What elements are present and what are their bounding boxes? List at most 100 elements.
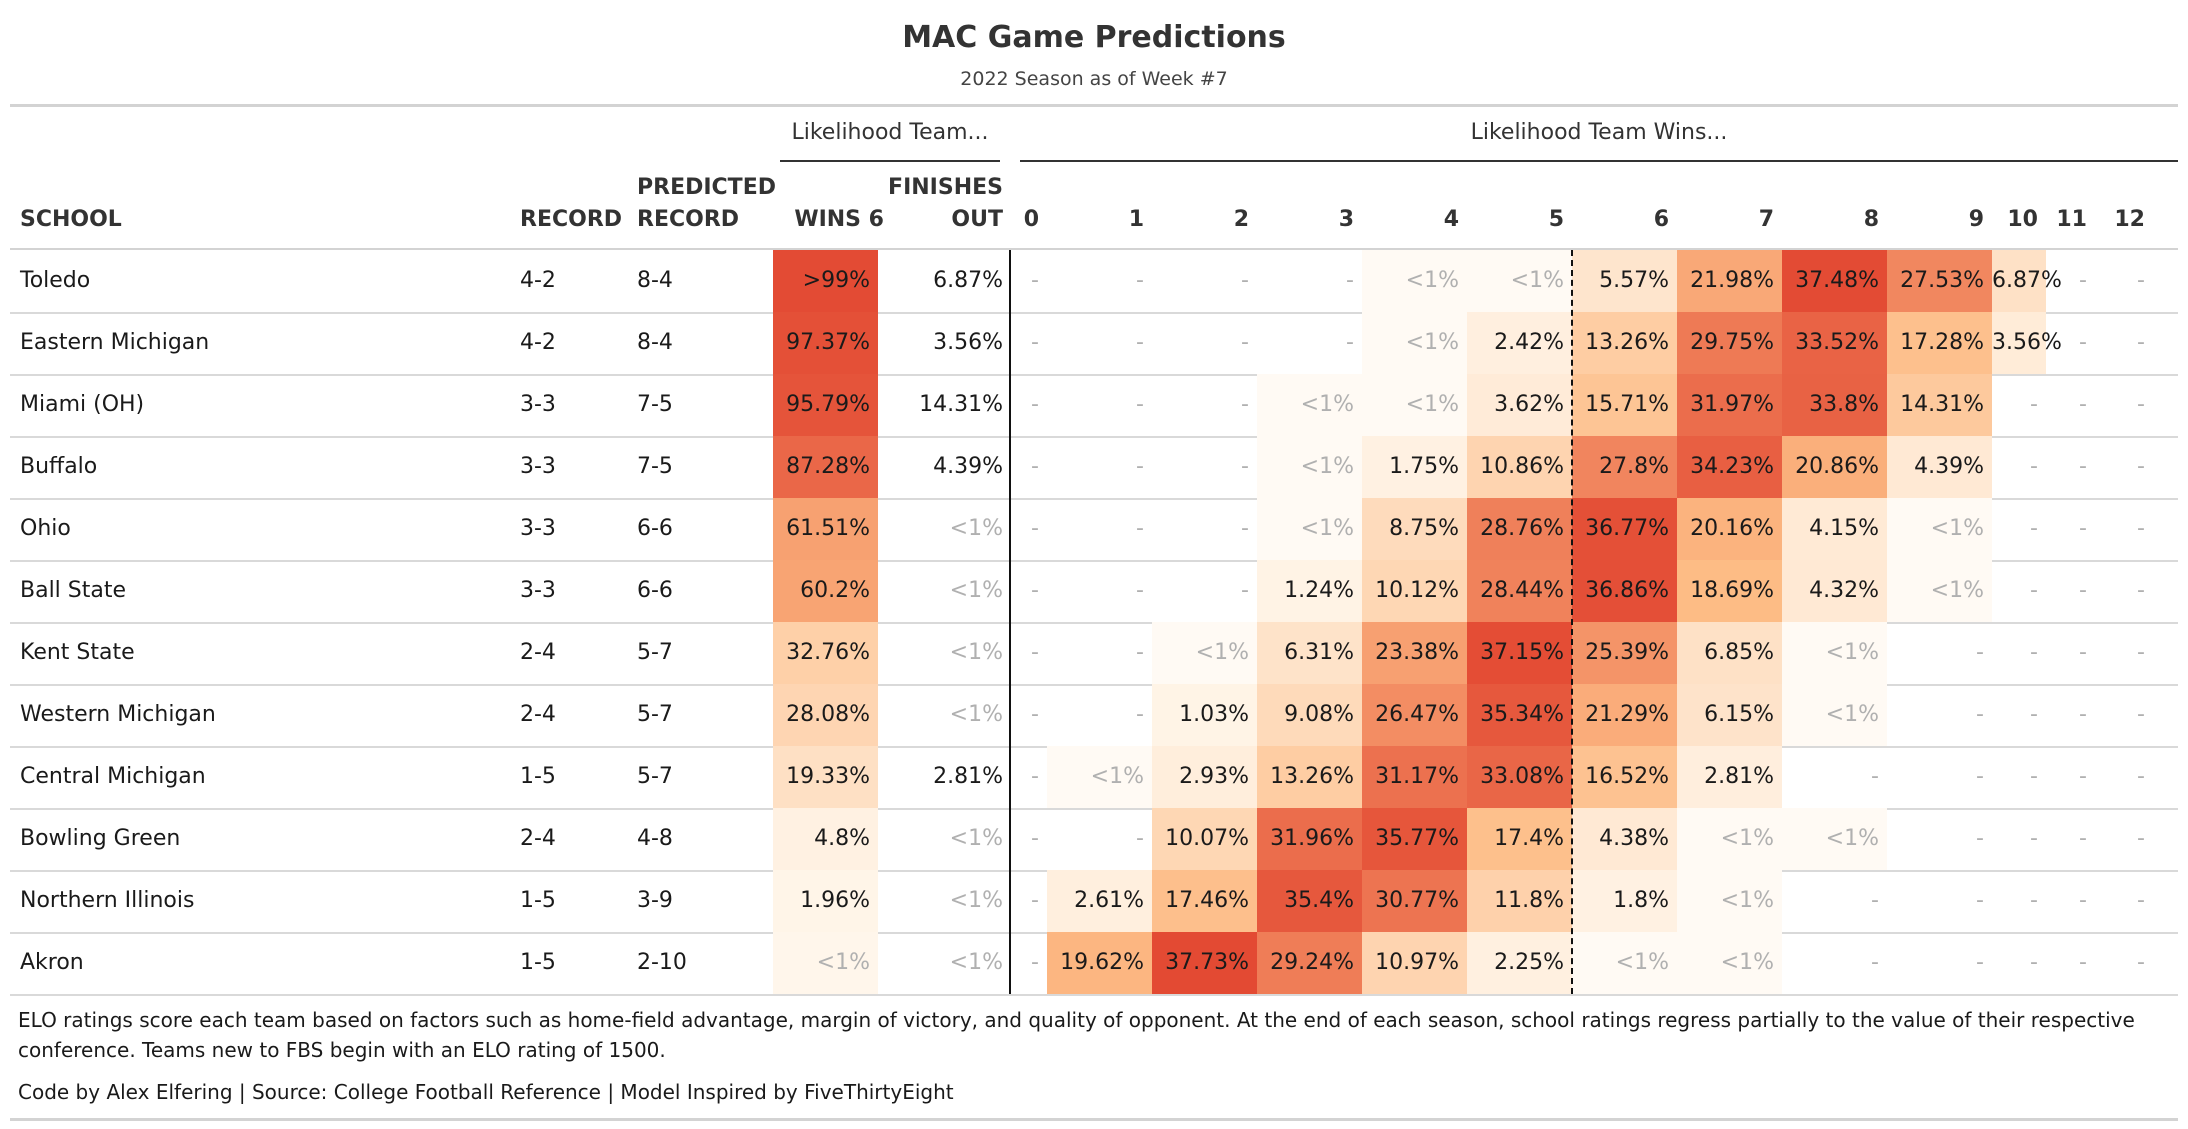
wins-dist-cell-5: 3.62% bbox=[1467, 374, 1572, 436]
top-rule bbox=[10, 104, 2178, 107]
wins-dist-cell-0: - bbox=[1031, 392, 1039, 417]
wins-dist-cell-8: <1% bbox=[1782, 622, 1887, 684]
wins-dist-cell-6: 25.39% bbox=[1572, 622, 1677, 684]
school-name: Ohio bbox=[20, 516, 71, 541]
table-row: Northern Illinois 1-5 3-9 1.96% <1% -2.61% 17.… bbox=[10, 870, 2178, 934]
wins-dist-cell-9: - bbox=[1976, 702, 1984, 727]
wins-dist-cell-3: 35.4% bbox=[1257, 870, 1362, 932]
predicted-record: 5-7 bbox=[637, 702, 673, 727]
wins-dist-cell-5: 11.8% bbox=[1467, 870, 1572, 932]
finishes-out-cell: 6.87% bbox=[933, 268, 1003, 293]
wins-dist-cell-2: - bbox=[1241, 392, 1249, 417]
header-predicted-record-line: PREDICTED bbox=[637, 175, 776, 200]
wins-dist-cell-0: - bbox=[1031, 888, 1039, 913]
wins-dist-cell-10: - bbox=[2030, 764, 2038, 789]
wins-dist-cell-7: <1% bbox=[1677, 932, 1782, 994]
header-wins-5: 5 bbox=[1548, 207, 1564, 232]
wins-dist-cell-10: - bbox=[2030, 578, 2038, 603]
wins-dist-cell-12: - bbox=[2137, 888, 2145, 913]
wins-6-cell: 95.79% bbox=[773, 374, 878, 436]
wins-dist-cell-0: - bbox=[1031, 950, 1039, 975]
wins-dist-cell-6: 36.77% bbox=[1572, 498, 1677, 560]
header-school: SCHOOL bbox=[20, 204, 340, 236]
wins-dist-cell-5: 2.42% bbox=[1467, 312, 1572, 374]
header-wins-2: 2 bbox=[1233, 207, 1249, 232]
wins-dist-cell-0: - bbox=[1031, 764, 1039, 789]
wins-dist-cell-7: 2.81% bbox=[1677, 746, 1782, 808]
finishes-out-cell: <1% bbox=[949, 950, 1003, 975]
wins-dist-cell-0: - bbox=[1031, 640, 1039, 665]
predicted-record: 7-5 bbox=[637, 392, 673, 417]
predicted-record: 4-8 bbox=[637, 826, 673, 851]
wins-dist-cell-8: 4.15% bbox=[1782, 498, 1887, 560]
wins-dist-cell-8: 33.52% bbox=[1782, 312, 1887, 374]
header-rule bbox=[10, 248, 2178, 250]
record: 3-3 bbox=[520, 392, 556, 417]
wins-dist-cell-9: - bbox=[1976, 640, 1984, 665]
header-wins-7: 7 bbox=[1758, 207, 1774, 232]
wins-dist-cell-10: - bbox=[2030, 950, 2038, 975]
chart-subtitle: 2022 Season as of Week #7 bbox=[960, 68, 1228, 90]
wins-dist-cell-10: - bbox=[2030, 454, 2038, 479]
wins-dist-cell-10: - bbox=[2030, 826, 2038, 851]
wins-dist-cell-6: 36.86% bbox=[1572, 560, 1677, 622]
wins-dist-cell-1: - bbox=[1136, 702, 1144, 727]
wins-dist-cell-3: 29.24% bbox=[1257, 932, 1362, 994]
finishes-out-cell: <1% bbox=[949, 578, 1003, 603]
wins-dist-cell-3: 31.96% bbox=[1257, 808, 1362, 870]
table-row: Eastern Michigan 4-2 8-4 97.37% 3.56% - - - - <1%… bbox=[10, 312, 2178, 376]
wins-dist-cell-4: 31.17% bbox=[1362, 746, 1467, 808]
wins-dist-cell-12: - bbox=[2137, 640, 2145, 665]
footnote: ELO ratings score each team based on fac… bbox=[18, 1008, 2135, 1062]
header-predicted-record-line: RECORD bbox=[637, 207, 740, 232]
predicted-record: 8-4 bbox=[637, 268, 673, 293]
school-name: Toledo bbox=[20, 268, 91, 293]
wins-dist-cell-2: - bbox=[1241, 516, 1249, 541]
wins-dist-cell-10: - bbox=[2030, 640, 2038, 665]
spanner-line-wins bbox=[1020, 160, 2178, 162]
record: 2-4 bbox=[520, 826, 556, 851]
record: 2-4 bbox=[520, 702, 556, 727]
wins-dist-cell-1: - bbox=[1136, 516, 1144, 541]
wins-dist-cell-8: 37.48% bbox=[1782, 250, 1887, 312]
predicted-record: 6-6 bbox=[637, 516, 673, 541]
wins-dist-cell-8: <1% bbox=[1782, 684, 1887, 746]
wins-dist-cell-2: 37.73% bbox=[1152, 932, 1257, 994]
wins-dist-cell-2: 1.03% bbox=[1152, 684, 1257, 746]
header-predicted-record: PREDICTED RECORD bbox=[637, 172, 777, 236]
wins-dist-cell-12: - bbox=[2137, 454, 2145, 479]
wins-dist-cell-10: - bbox=[2030, 702, 2038, 727]
wins-dist-cell-8: - bbox=[1871, 888, 1879, 913]
wins-dist-cell-7: 21.98% bbox=[1677, 250, 1782, 312]
wins-dist-cell-5: 10.86% bbox=[1467, 436, 1572, 498]
wins-dist-cell-1: - bbox=[1136, 454, 1144, 479]
wins-dist-cell-3: 9.08% bbox=[1257, 684, 1362, 746]
finishes-out-cell: 3.56% bbox=[933, 330, 1003, 355]
wins-dist-cell-7: 6.15% bbox=[1677, 684, 1782, 746]
school-name: Western Michigan bbox=[20, 702, 216, 727]
record: 3-3 bbox=[520, 454, 556, 479]
predicted-record: 5-7 bbox=[637, 640, 673, 665]
wins-dist-cell-9: 27.53% bbox=[1887, 250, 1992, 312]
header-wins-8: 8 bbox=[1863, 207, 1879, 232]
wins-dist-cell-5: 35.34% bbox=[1467, 684, 1572, 746]
header-finishes-out: FINISHES OUT bbox=[888, 172, 1003, 236]
wins-dist-cell-2: - bbox=[1241, 578, 1249, 603]
wins-dist-cell-1: - bbox=[1136, 578, 1144, 603]
wins-dist-cell-6: 15.71% bbox=[1572, 374, 1677, 436]
wins-dist-cell-2: - bbox=[1241, 454, 1249, 479]
wins-dist-cell-4: <1% bbox=[1362, 374, 1467, 436]
predicted-record: 6-6 bbox=[637, 578, 673, 603]
wins-dist-cell-5: 2.25% bbox=[1467, 932, 1572, 994]
wins-dist-cell-8: - bbox=[1871, 764, 1879, 789]
school-name: Bowling Green bbox=[20, 826, 181, 851]
wins-dist-cell-12: - bbox=[2137, 268, 2145, 293]
wins-dist-cell-7: 6.85% bbox=[1677, 622, 1782, 684]
wins-dist-cell-3: <1% bbox=[1257, 498, 1362, 560]
bottom-rule bbox=[10, 1118, 2178, 1121]
wins-dist-cell-4: 10.97% bbox=[1362, 932, 1467, 994]
wins-dist-cell-12: - bbox=[2137, 578, 2145, 603]
wins-6-cell: 32.76% bbox=[773, 622, 878, 684]
header-record: RECORD bbox=[520, 204, 622, 236]
